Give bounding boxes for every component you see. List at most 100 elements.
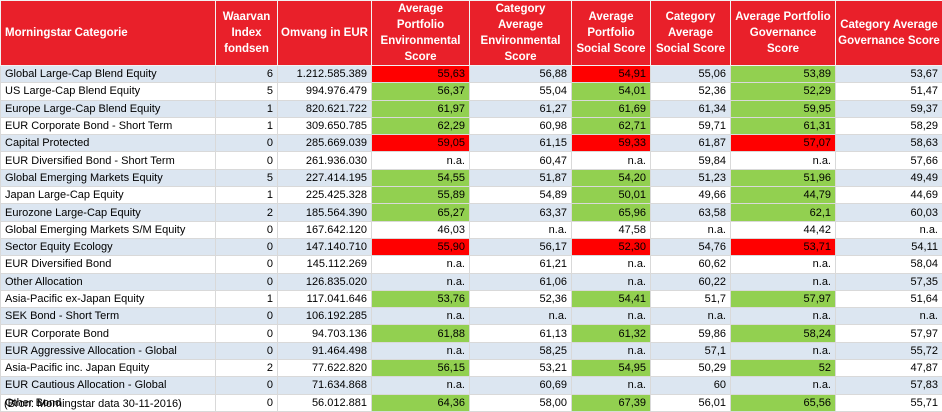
header-category-environmental: Category Average Environmental Score (470, 1, 572, 66)
category-cell: Sector Equity Ecology (1, 238, 216, 255)
category-cell: US Large-Cap Blend Equity (1, 83, 216, 100)
value-cell: 55,04 (470, 83, 572, 100)
value-cell: 5 (216, 169, 278, 186)
value-cell: 59,84 (651, 152, 731, 169)
value-cell: 1 (216, 290, 278, 307)
value-cell: 71.634.868 (278, 377, 372, 394)
value-cell: 0 (216, 135, 278, 152)
header-size-eur: Omvang in EUR (278, 1, 372, 66)
value-cell: 60,22 (651, 273, 731, 290)
value-cell: 994.976.479 (278, 83, 372, 100)
value-cell: 185.564.390 (278, 204, 372, 221)
value-cell: 57,97 (731, 290, 836, 307)
value-cell: 57,66 (836, 152, 942, 169)
value-cell: 65,96 (572, 204, 651, 221)
value-cell: n.a. (836, 308, 942, 325)
value-cell: 5 (216, 83, 278, 100)
value-cell: 61,13 (470, 325, 572, 342)
value-cell: 54,95 (572, 360, 651, 377)
value-cell: 52,36 (651, 83, 731, 100)
value-cell: 285.669.039 (278, 135, 372, 152)
value-cell: n.a. (572, 273, 651, 290)
value-cell: 56,17 (470, 238, 572, 255)
header-index-funds: Waarvan Index fondsen (216, 1, 278, 66)
value-cell: 60 (651, 377, 731, 394)
value-cell: n.a. (572, 308, 651, 325)
value-cell: 55,89 (372, 187, 470, 204)
value-cell: 67,39 (572, 394, 651, 411)
value-cell: 56,01 (651, 394, 731, 411)
value-cell: n.a. (372, 377, 470, 394)
value-cell: 147.140.710 (278, 238, 372, 255)
category-cell: Eurozone Large-Cap Equity (1, 204, 216, 221)
category-cell: Other Allocation (1, 273, 216, 290)
value-cell: n.a. (731, 308, 836, 325)
value-cell: 58,00 (470, 394, 572, 411)
value-cell: 57,83 (836, 377, 942, 394)
value-cell: 50,29 (651, 360, 731, 377)
header-portfolio-governance: Average Portfolio Governance Score (731, 1, 836, 66)
value-cell: 61,06 (470, 273, 572, 290)
value-cell: 55,63 (372, 66, 470, 83)
value-cell: 0 (216, 308, 278, 325)
value-cell: n.a. (651, 221, 731, 238)
value-cell: 59,86 (651, 325, 731, 342)
value-cell: 52 (731, 360, 836, 377)
value-cell: 1 (216, 100, 278, 117)
value-cell: 145.112.269 (278, 256, 372, 273)
value-cell: 51,47 (836, 83, 942, 100)
category-cell: EUR Diversified Bond (1, 256, 216, 273)
value-cell: 94.703.136 (278, 325, 372, 342)
value-cell: 60,98 (470, 117, 572, 134)
value-cell: 60,62 (651, 256, 731, 273)
value-cell: 57,35 (836, 273, 942, 290)
value-cell: 59,71 (651, 117, 731, 134)
value-cell: n.a. (572, 256, 651, 273)
value-cell: 58,63 (836, 135, 942, 152)
value-cell: 60,47 (470, 152, 572, 169)
category-cell: Europe Large-Cap Blend Equity (1, 100, 216, 117)
value-cell: 59,33 (572, 135, 651, 152)
value-cell: 59,95 (731, 100, 836, 117)
value-cell: 61,15 (470, 135, 572, 152)
value-cell: n.a. (372, 342, 470, 359)
value-cell: 820.621.722 (278, 100, 372, 117)
value-cell: 63,58 (651, 204, 731, 221)
value-cell: 54,20 (572, 169, 651, 186)
value-cell: 62,71 (572, 117, 651, 134)
value-cell: 61,21 (470, 256, 572, 273)
value-cell: n.a. (372, 152, 470, 169)
value-cell: 44,79 (731, 187, 836, 204)
value-cell: 56,37 (372, 83, 470, 100)
value-cell: n.a. (372, 308, 470, 325)
value-cell: 0 (216, 377, 278, 394)
value-cell: 261.936.030 (278, 152, 372, 169)
header-category-governance: Category Average Governance Score (836, 1, 942, 66)
value-cell: 61,69 (572, 100, 651, 117)
value-cell: 61,87 (651, 135, 731, 152)
value-cell: 46,03 (372, 221, 470, 238)
value-cell: 44,42 (731, 221, 836, 238)
value-cell: 1.212.585.389 (278, 66, 372, 83)
value-cell: 51,23 (651, 169, 731, 186)
value-cell: 53,21 (470, 360, 572, 377)
value-cell: 0 (216, 256, 278, 273)
value-cell: 65,27 (372, 204, 470, 221)
value-cell: 0 (216, 325, 278, 342)
value-cell: 56,88 (470, 66, 572, 83)
value-cell: 58,25 (470, 342, 572, 359)
value-cell: 2 (216, 360, 278, 377)
value-cell: n.a. (731, 152, 836, 169)
